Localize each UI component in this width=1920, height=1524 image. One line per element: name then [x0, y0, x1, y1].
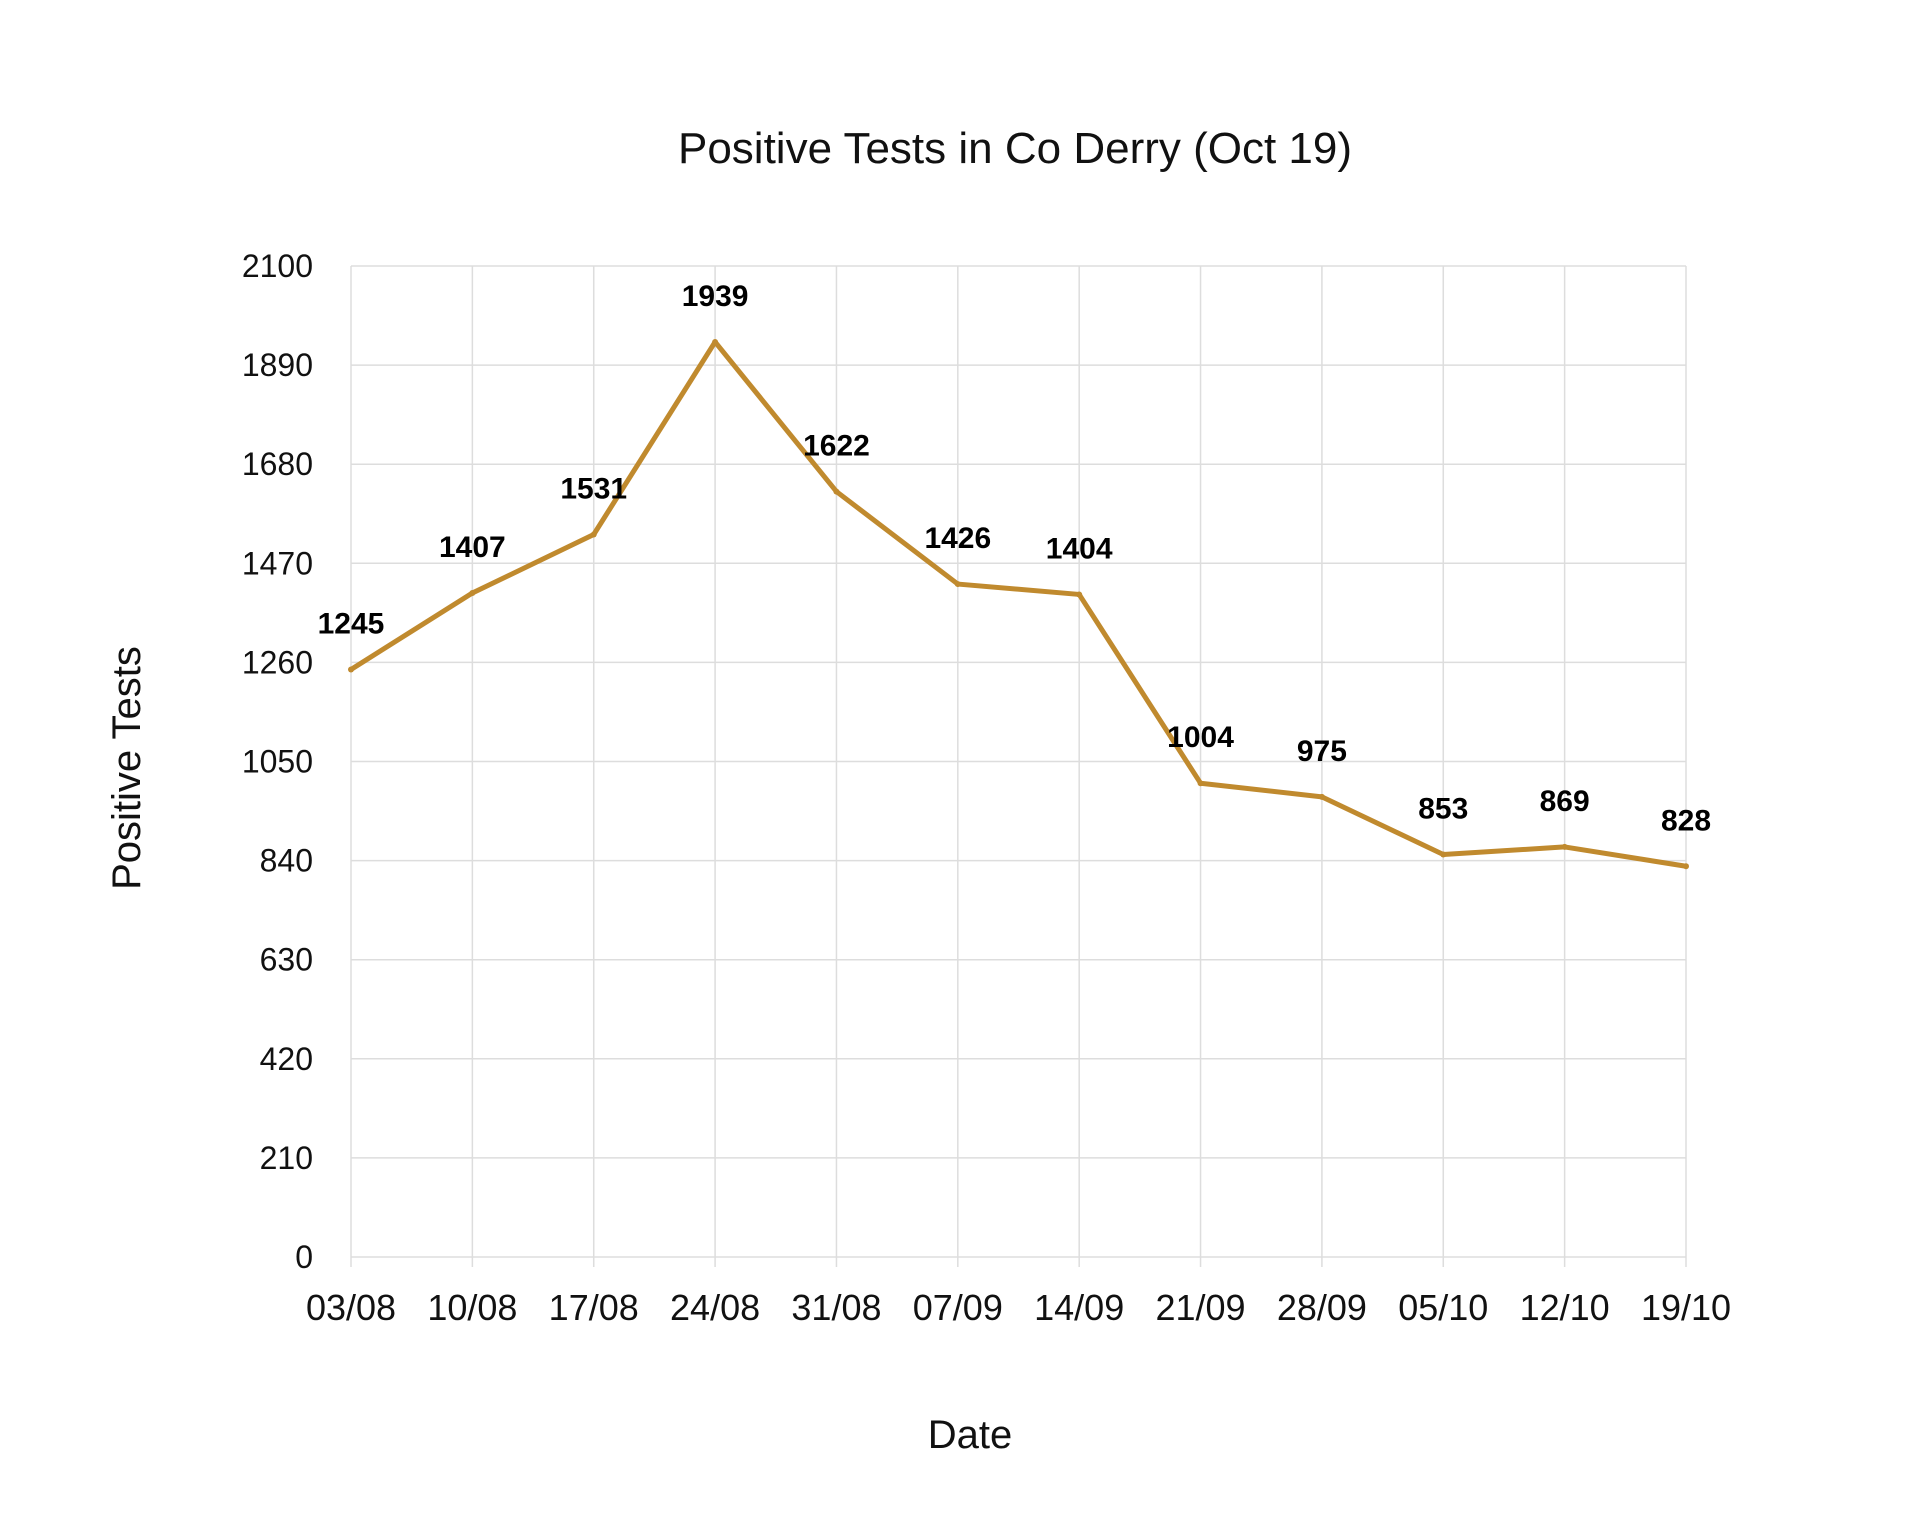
x-tick-label: 19/10 [1641, 1287, 1731, 1328]
data-point [712, 338, 719, 345]
series-line [348, 339, 1689, 869]
x-tick-label: 10/08 [427, 1287, 517, 1328]
data-point [1318, 793, 1325, 800]
data-point [954, 581, 961, 588]
chart-title: Positive Tests in Co Derry (Oct 19) [678, 124, 1352, 173]
x-tick-label: 05/10 [1398, 1287, 1488, 1328]
x-tick-label: 14/09 [1034, 1287, 1124, 1328]
data-label: 1939 [682, 280, 749, 313]
data-label: 853 [1418, 792, 1468, 825]
grid-layer [350, 265, 1687, 1267]
y-tick-label: 420 [260, 1041, 313, 1077]
data-point [590, 531, 597, 538]
data-point [833, 488, 840, 495]
x-tick-label: 28/09 [1277, 1287, 1367, 1328]
data-point [1683, 863, 1689, 870]
y-tick-label: 1260 [242, 644, 313, 680]
x-tick-label: 03/08 [306, 1287, 396, 1328]
data-point [1561, 843, 1568, 850]
data-point [348, 666, 354, 673]
y-tick-label: 630 [260, 942, 313, 978]
data-label: 1622 [803, 430, 870, 463]
y-axis-ticks: 0 210 420 630 840 1050 1260 1470 1680 1890 2100 [242, 248, 313, 1275]
x-axis-title: Date [928, 1413, 1013, 1457]
y-tick-label: 840 [260, 843, 313, 879]
data-label: 828 [1661, 804, 1711, 837]
data-point [1076, 591, 1083, 598]
data-label: 975 [1297, 735, 1347, 768]
y-axis-title: Positive Tests [105, 646, 149, 890]
x-tick-label: 21/09 [1155, 1287, 1245, 1328]
x-tick-label: 24/08 [670, 1287, 760, 1328]
y-tick-label: 2100 [242, 248, 313, 284]
data-point [1197, 780, 1204, 787]
data-label: 1245 [318, 607, 385, 640]
data-label: 1404 [1046, 532, 1113, 565]
x-axis-ticks: 03/08 10/08 17/08 24/08 31/08 07/09 14/09 21/09… [306, 1287, 1731, 1328]
x-tick-label: 17/08 [549, 1287, 639, 1328]
data-label: 869 [1540, 785, 1590, 818]
data-label: 1004 [1167, 721, 1234, 754]
data-label: 1531 [560, 473, 627, 506]
data-label: 1407 [439, 531, 506, 564]
y-tick-label: 1680 [242, 446, 313, 482]
x-tick-label: 07/09 [913, 1287, 1003, 1328]
y-tick-label: 1050 [242, 744, 313, 780]
y-tick-label: 0 [295, 1239, 313, 1275]
x-tick-label: 31/08 [791, 1287, 881, 1328]
data-point [469, 590, 476, 597]
x-tick-label: 12/10 [1520, 1287, 1610, 1328]
y-tick-label: 210 [260, 1140, 313, 1176]
y-tick-label: 1890 [242, 347, 313, 383]
data-labels-layer: 1245 1407 1531 1939 1622 1426 1404 1004 975 853 86… [318, 280, 1711, 837]
y-tick-label: 1470 [242, 545, 313, 581]
series-layer [348, 338, 1689, 870]
data-point [1440, 851, 1447, 858]
data-label: 1426 [924, 522, 991, 555]
